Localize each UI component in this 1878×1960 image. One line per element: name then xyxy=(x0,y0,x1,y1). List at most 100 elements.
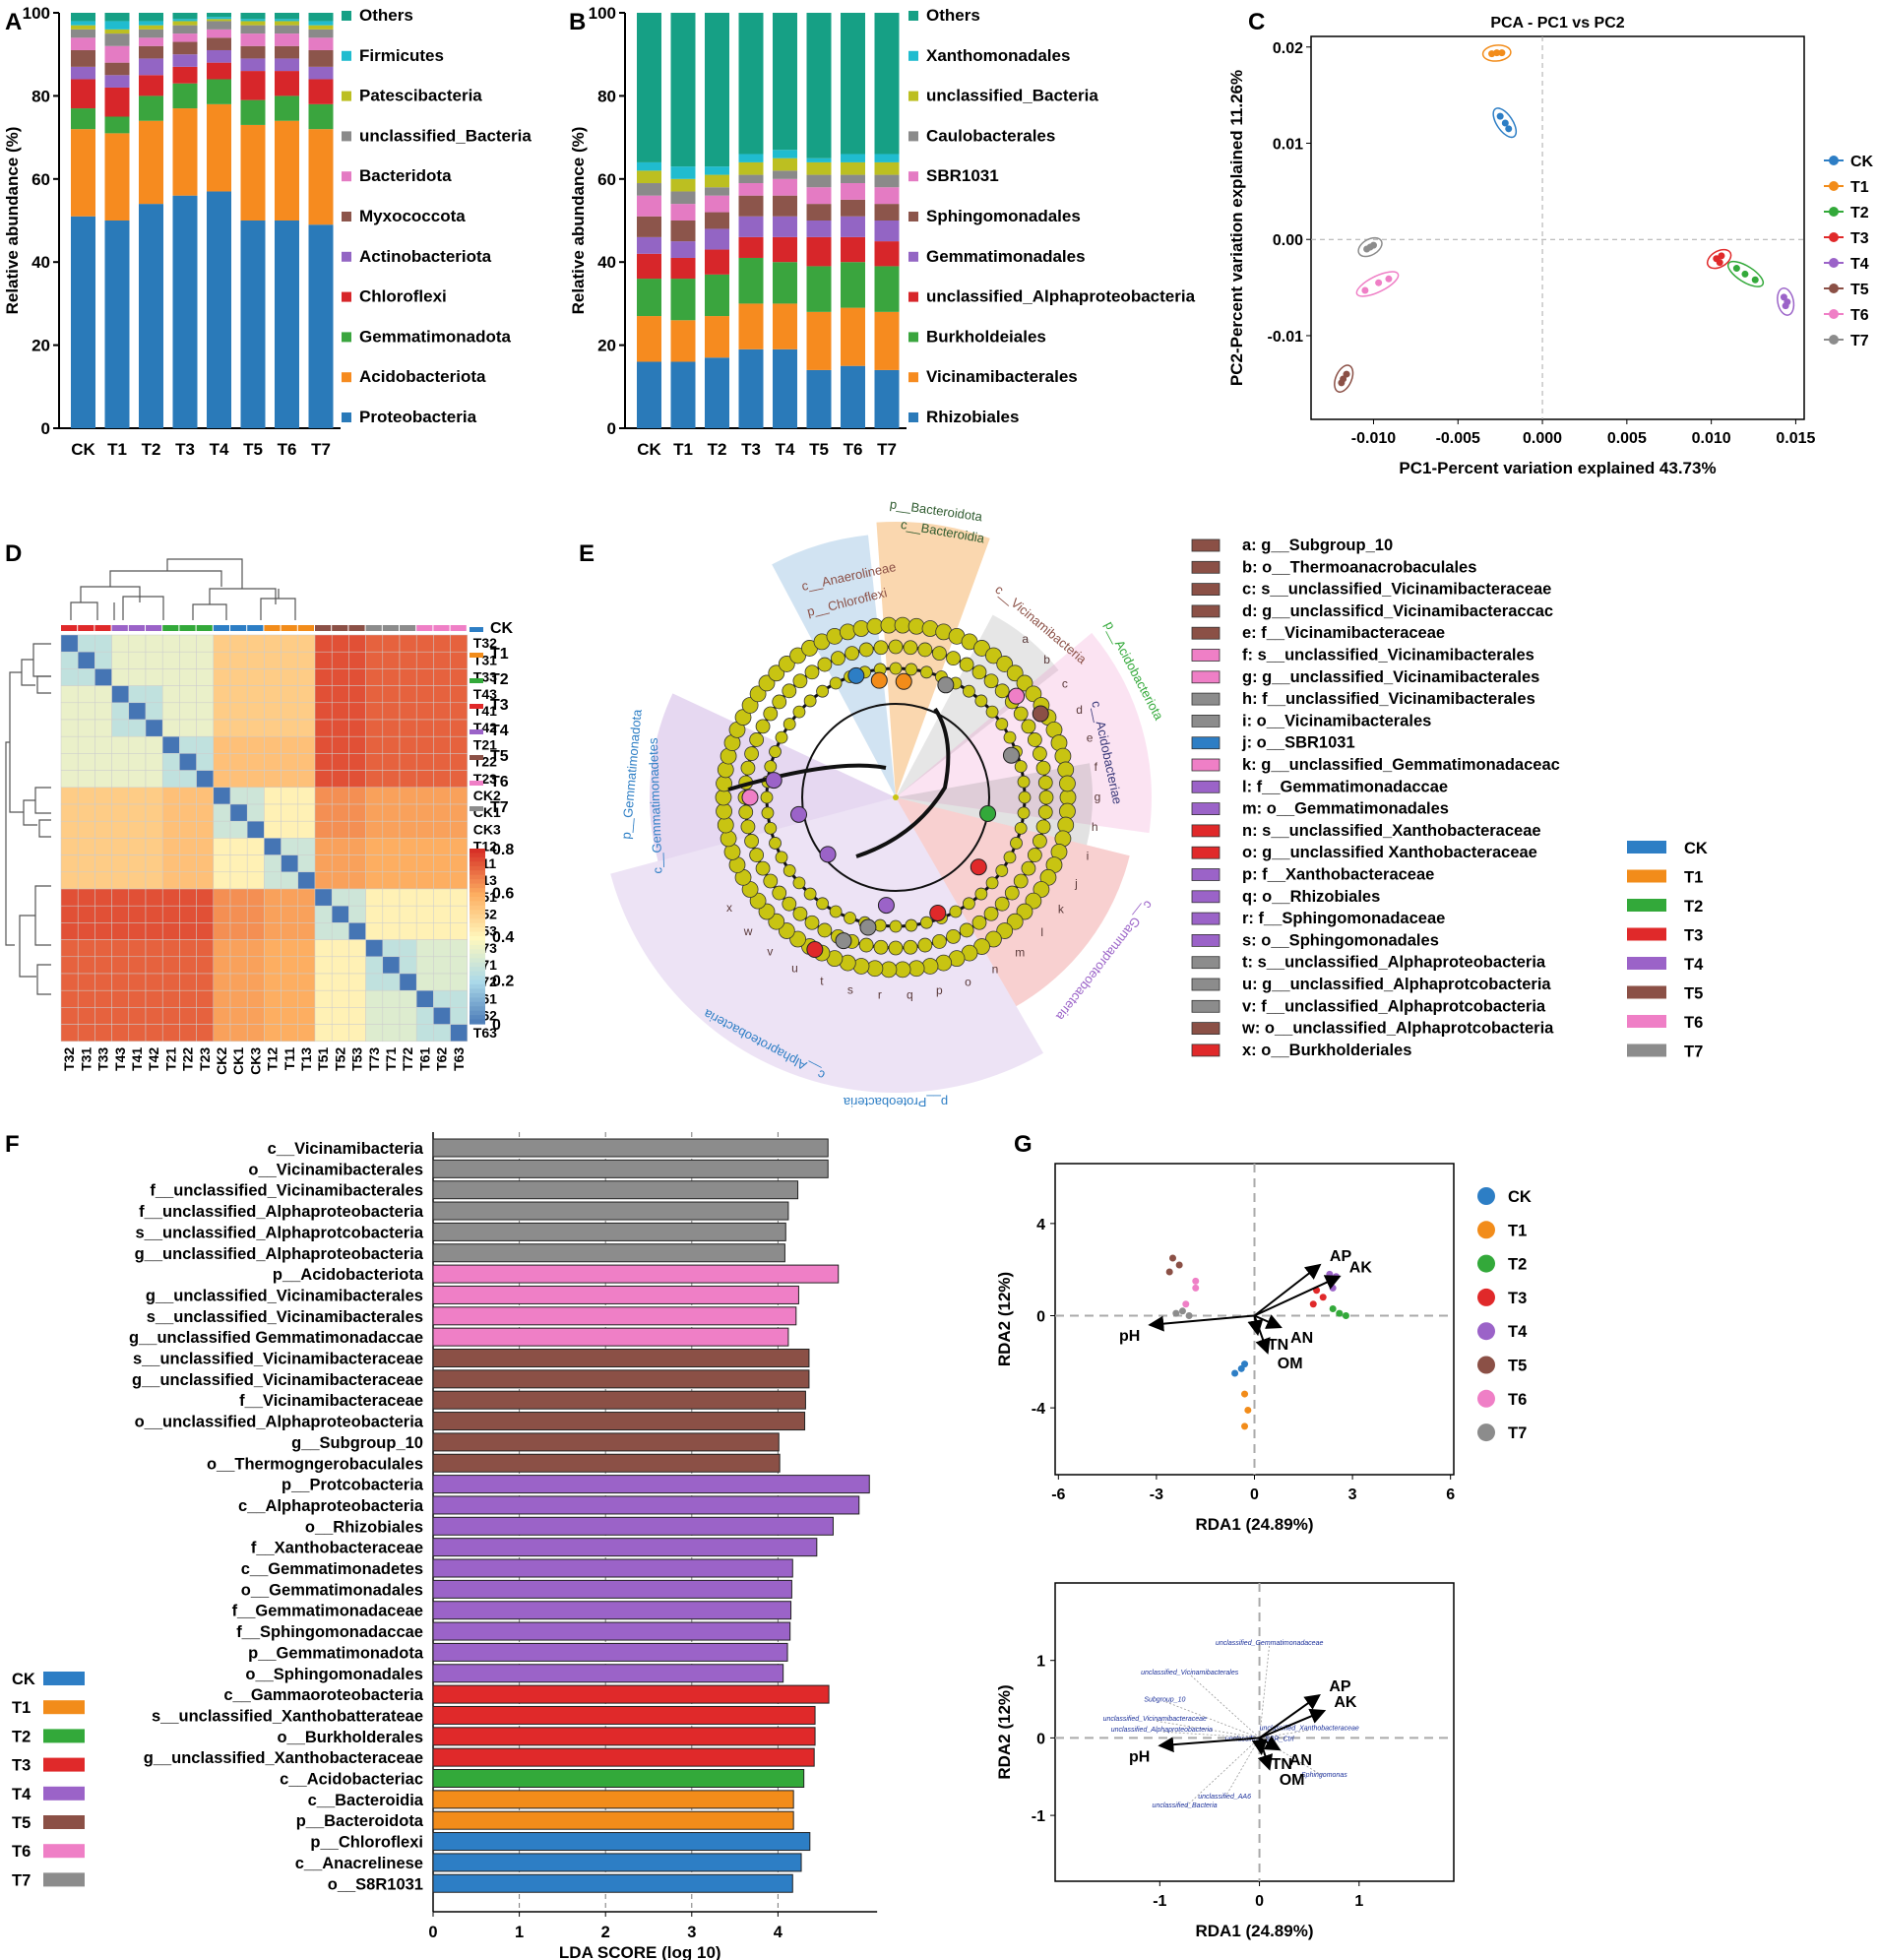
cladogram-highlight-node xyxy=(1008,687,1026,705)
bar-segment-unclassified_Bacteria-T1 xyxy=(670,178,696,192)
heatmap-cell xyxy=(213,651,231,669)
heatmap-cell xyxy=(213,1007,231,1025)
heatmap-cell xyxy=(331,1024,349,1043)
heatmap-cell xyxy=(179,1007,197,1025)
cluster-annotation-bar xyxy=(179,625,196,631)
heatmap-cell xyxy=(450,702,469,721)
heatmap-cell xyxy=(348,787,366,805)
col-label: CK1 xyxy=(230,1047,246,1075)
heatmap-cell xyxy=(314,854,333,873)
heatmap-cell xyxy=(297,838,316,855)
heatmap-cell xyxy=(196,905,215,923)
bar-segment-unclassified_Bacteria-T6 xyxy=(841,161,865,175)
heatmap-cell xyxy=(264,719,282,737)
cladogram-node xyxy=(769,837,782,850)
heatmap-cell xyxy=(145,871,163,890)
row-dendrogram xyxy=(5,741,15,946)
color-scale-tick: 0.2 xyxy=(492,974,514,990)
panel-label-a: A xyxy=(5,9,22,35)
env-arrow-AK xyxy=(1254,1275,1342,1317)
legend-marker xyxy=(1477,1288,1495,1306)
legend-label: m: o__Gemmatimonadales xyxy=(1242,800,1449,818)
point-T5 xyxy=(1165,1268,1173,1276)
y-tick-label: 80 xyxy=(31,87,50,105)
cladogram-node xyxy=(919,665,933,679)
lda-bar-c__Alphaproteobacteria xyxy=(432,1495,860,1515)
bar-segment-Acidobacteriota-T4 xyxy=(207,103,231,192)
cladogram-node xyxy=(768,664,785,682)
heatmap-cell xyxy=(399,651,417,669)
lda-bar-label: o__Gemmatimonadales xyxy=(241,1581,423,1599)
heatmap-cell xyxy=(297,719,316,737)
clade-letter: g xyxy=(1095,790,1101,804)
heatmap-cell xyxy=(415,973,434,991)
lda-bar-label: g__unclassified_Alphaproteobacteria xyxy=(135,1245,424,1263)
heatmap-cell xyxy=(229,871,248,890)
bar-segment-unclassified_Bacteria-T2 xyxy=(139,29,163,38)
heatmap-cell xyxy=(264,702,282,721)
bar-segment-Myxococcota-T1 xyxy=(104,62,130,76)
heatmap-cell xyxy=(348,719,366,737)
cladogram-node xyxy=(985,647,1002,664)
cluster-annotation-bar xyxy=(348,625,365,631)
col-label: T71 xyxy=(383,1047,399,1071)
x-tick-label: 0.015 xyxy=(1776,430,1815,447)
heatmap-cell xyxy=(450,820,469,839)
heatmap-cell xyxy=(128,668,147,686)
heatmap-cell xyxy=(161,888,180,907)
heatmap-cell xyxy=(161,838,180,855)
legend-swatch xyxy=(1627,1043,1666,1057)
bar-segment-unclassified_Alphaproteobacteria-T5 xyxy=(806,236,832,267)
cladogram-node xyxy=(792,705,806,719)
panel-label-g: G xyxy=(1014,1131,1033,1158)
heatmap-cell xyxy=(297,1007,316,1025)
cladogram-node xyxy=(760,790,774,804)
bar-segment-unclassified_Bacteria-CK xyxy=(71,29,95,38)
bar-segment-Vicinamibacterales-T4 xyxy=(773,303,797,349)
point-T1 xyxy=(1244,1406,1252,1414)
legend-marker xyxy=(1829,335,1839,345)
cladogram-root xyxy=(893,794,899,800)
color-scale-band xyxy=(470,856,485,862)
heatmap-cell xyxy=(128,820,147,839)
heatmap-cell xyxy=(415,838,434,855)
cluster-annotation-bar xyxy=(450,625,467,631)
y-tick-label: 60 xyxy=(31,170,50,189)
heatmap-cell xyxy=(60,803,79,822)
heatmap-cell xyxy=(145,820,163,839)
heatmap-cell xyxy=(111,702,130,721)
heatmap-cell xyxy=(196,651,215,669)
heatmap-cell xyxy=(77,905,95,923)
x-tick-label: T7 xyxy=(877,440,897,459)
heatmap-cell xyxy=(382,939,401,958)
heatmap-cell xyxy=(246,905,265,923)
confidence-ellipse-T2 xyxy=(1726,260,1765,287)
heatmap-cell xyxy=(196,803,215,822)
heatmap-cell xyxy=(399,989,417,1008)
heatmap-cell xyxy=(94,922,112,940)
cladogram-node xyxy=(758,903,776,920)
heatmap-cell xyxy=(314,634,333,653)
heatmap-cell xyxy=(145,787,163,805)
legend-label: T4 xyxy=(490,723,509,739)
legend-swatch xyxy=(470,678,483,683)
heatmap-cell xyxy=(281,922,299,940)
point-T4 xyxy=(1782,302,1789,310)
x-tick-label: T3 xyxy=(175,440,195,459)
legend-label: v: f__unclassified_Alphaprotcobacteria xyxy=(1242,997,1546,1015)
legend-label: T4 xyxy=(1508,1323,1528,1341)
heatmap-cell xyxy=(450,651,469,669)
heatmap-cell xyxy=(179,854,197,873)
col-label: T52 xyxy=(332,1047,347,1071)
heatmap-cell xyxy=(161,939,180,958)
species-arrow xyxy=(1184,1738,1260,1808)
lda-bar-label: s__unclassified_Vicinamibacteraceae xyxy=(133,1351,423,1368)
heatmap-cell xyxy=(348,770,366,789)
cladogram-node xyxy=(740,819,756,835)
heatmap-cell xyxy=(94,854,112,873)
legend-swatch xyxy=(1191,912,1221,925)
heatmap-cell xyxy=(450,888,469,907)
env-arrow-AP xyxy=(1258,1693,1321,1739)
bar-segment-Xanthomonadales-T7 xyxy=(874,154,900,162)
heatmap-cell xyxy=(348,854,366,873)
